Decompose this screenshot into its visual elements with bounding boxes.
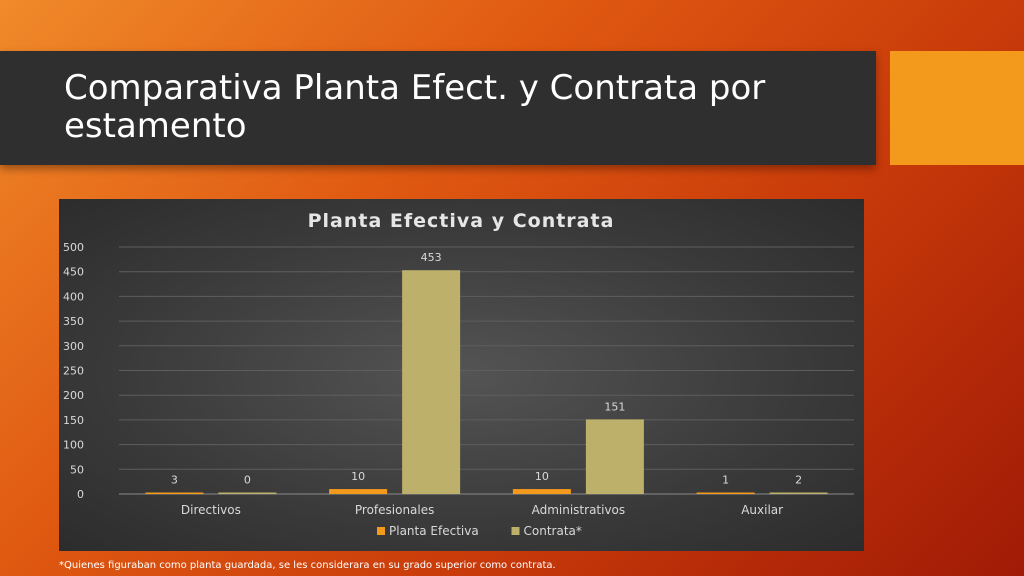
accent-square — [890, 51, 1024, 165]
x-tick-label: Directivos — [181, 503, 241, 517]
y-tick-label: 350 — [63, 315, 84, 328]
x-tick-label: Administrativos — [532, 503, 626, 517]
y-tick-label: 450 — [63, 266, 84, 279]
data-label: 10 — [351, 470, 365, 483]
y-axis-ticks: 0 50 100 150 200 250 300 350 400 450 500 — [63, 241, 84, 501]
bar-planta — [329, 489, 388, 494]
y-tick-label: 200 — [63, 389, 84, 402]
gridlines — [119, 246, 854, 495]
bar-planta — [696, 492, 755, 494]
data-label: 0 — [244, 474, 251, 487]
bar-contrata — [769, 492, 828, 494]
y-tick-label: 500 — [63, 241, 84, 254]
legend: Planta Efectiva Contrata* — [377, 524, 582, 538]
data-label: 453 — [421, 251, 442, 264]
data-label: 151 — [604, 400, 625, 413]
data-label: 1 — [722, 474, 729, 487]
y-tick-label: 50 — [70, 463, 84, 476]
legend-label: Planta Efectiva — [389, 524, 479, 538]
x-tick-label: Profesionales — [355, 503, 435, 517]
slide-title: Comparativa Planta Efect. y Contrata por… — [64, 68, 766, 146]
bar-contrata — [402, 270, 461, 494]
bar-contrata — [218, 492, 277, 494]
data-labels: 3 0 10 453 10 151 1 2 — [171, 251, 802, 486]
y-tick-label: 250 — [63, 365, 84, 378]
legend-swatch — [377, 527, 385, 535]
y-tick-label: 300 — [63, 340, 84, 353]
x-axis-ticks: Directivos Profesionales Administrativos Au… — [181, 503, 783, 517]
y-tick-label: 0 — [77, 488, 84, 501]
legend-swatch — [511, 527, 520, 535]
y-tick-label: 100 — [63, 439, 84, 452]
bars — [145, 270, 828, 494]
bar-planta — [145, 492, 204, 494]
data-label: 10 — [535, 470, 549, 483]
bar-contrata — [585, 419, 644, 494]
y-tick-label: 150 — [63, 414, 84, 427]
footnote: *Quienes figuraban como planta guardada,… — [59, 560, 556, 571]
chart-panel: Planta Efectiva y Contrata 0 50 100 150 200 2… — [59, 199, 864, 551]
y-tick-label: 400 — [63, 290, 84, 303]
title-band: Comparativa Planta Efect. y Contrata por… — [0, 51, 876, 165]
bar-chart: Planta Efectiva y Contrata 0501001502002… — [63, 210, 854, 538]
x-tick-label: Auxilar — [741, 503, 783, 517]
legend-label: Contrata* — [524, 524, 582, 538]
chart-title: Planta Efectiva y Contrata — [308, 210, 615, 232]
data-label: 2 — [795, 474, 802, 487]
bar-planta — [512, 489, 571, 494]
data-label: 3 — [171, 474, 178, 487]
